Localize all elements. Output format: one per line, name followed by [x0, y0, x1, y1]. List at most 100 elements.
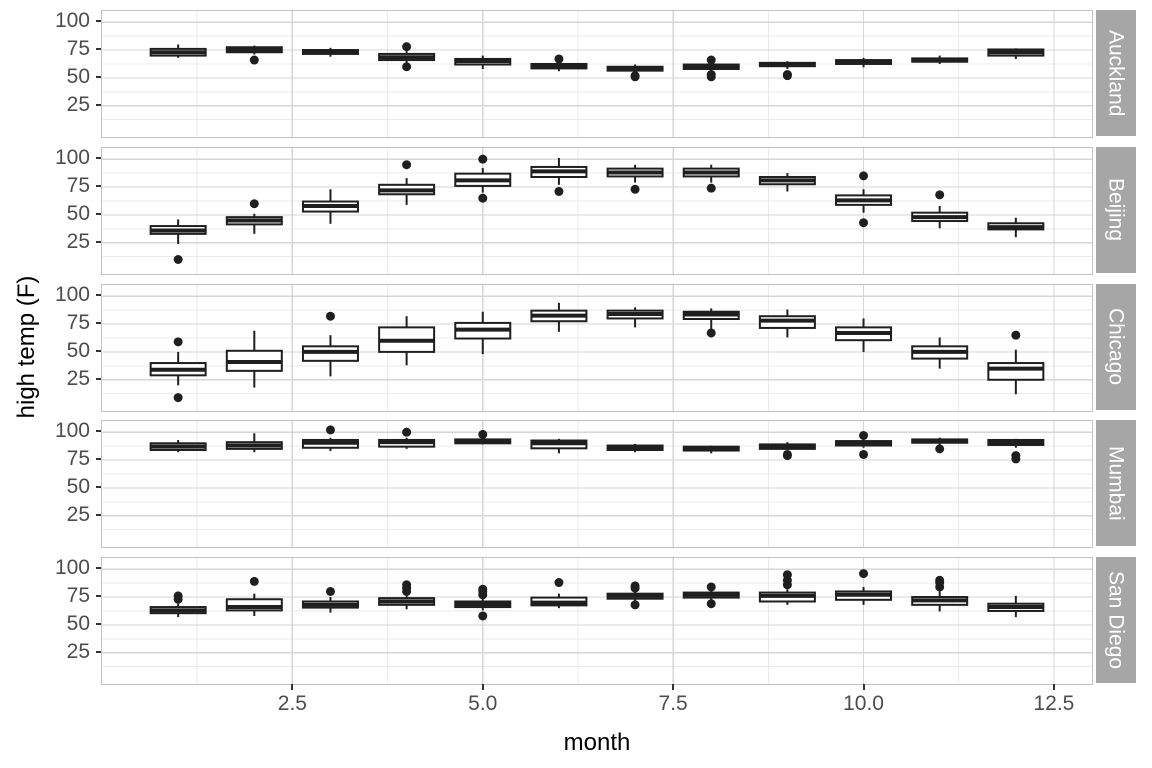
boxplot-mumbai-month-9 [758, 442, 816, 461]
boxplot-san-diego-month-11 [911, 575, 969, 612]
y-tick-mark [96, 20, 102, 23]
boxplot-beijing-month-11 [911, 190, 969, 229]
facet-panel-beijing [101, 147, 1093, 275]
y-tick-label: 50 [66, 338, 90, 362]
y-tick-mark [96, 349, 102, 352]
facet-strip-label: Chicago [1104, 308, 1128, 386]
boxplot-auckland-month-5 [454, 55, 512, 69]
y-tick-label: 25 [66, 92, 90, 116]
y-tick-mark [96, 157, 102, 160]
boxplot-auckland-month-3 [301, 47, 359, 57]
facet-row-mumbai: 100 75 50 25 Mumbai [0, 420, 1152, 548]
boxplot-beijing-month-7 [606, 164, 664, 194]
boxplot-auckland-month-8 [682, 55, 740, 82]
facet-strip-mumbai: Mumbai [1096, 420, 1136, 546]
boxplot-beijing-month-1 [149, 219, 207, 265]
boxplot-san-diego-month-9 [758, 570, 816, 605]
boxplot-beijing-month-8 [682, 164, 740, 193]
y-tick-label: 75 [66, 174, 90, 198]
boxplot-mumbai-month-7 [606, 443, 664, 453]
boxplot-san-diego-month-8 [682, 582, 740, 609]
facet-strip-beijing: Beijing [1096, 147, 1136, 273]
facet-panel-mumbai [101, 420, 1093, 548]
y-tick-label: 100 [54, 146, 90, 170]
y-tick-mark [96, 650, 102, 653]
x-tick-mark [1052, 684, 1055, 690]
facet-row-beijing: 100 75 50 25 Beijing [0, 146, 1152, 275]
boxplot-mumbai-month-4 [378, 427, 436, 449]
boxplot-chicago-month-10 [835, 318, 893, 352]
boxplot-mumbai-month-6 [530, 438, 588, 454]
boxplot-beijing-month-10 [835, 171, 893, 228]
boxplot-mumbai-month-8 [682, 445, 740, 454]
y-tick-mark [96, 595, 102, 598]
facet-strip-label: Mumbai [1104, 445, 1128, 521]
y-tick-label: 50 [66, 474, 90, 498]
x-tick-label: 2.5 [277, 692, 307, 715]
boxplot-san-diego-month-5 [454, 584, 512, 621]
boxplot-mumbai-month-3 [301, 425, 359, 452]
y-tick-mark [96, 322, 102, 325]
boxplot-auckland-month-10 [835, 57, 893, 68]
facet-panel-chicago [101, 284, 1093, 412]
boxplot-mumbai-month-10 [835, 430, 893, 459]
boxplot-chicago-month-2 [225, 330, 283, 388]
boxplot-beijing-month-12 [987, 217, 1045, 238]
boxplot-beijing-month-5 [454, 154, 512, 203]
y-tick-mark [96, 212, 102, 215]
y-tick-label: 75 [66, 311, 90, 335]
boxplot-mumbai-month-12 [987, 438, 1045, 464]
y-tick-mark [96, 377, 102, 380]
boxplot-chicago-month-7 [606, 307, 664, 328]
boxplot-san-diego-month-3 [301, 586, 359, 613]
x-tick-label: 7.5 [658, 692, 688, 715]
boxplot-auckland-month-12 [987, 48, 1045, 59]
y-tick-label: 100 [54, 9, 90, 33]
boxplot-chicago-month-9 [758, 309, 816, 338]
boxplot-beijing-month-6 [530, 158, 588, 196]
y-tick-mark [96, 185, 102, 188]
boxplot-san-diego-month-12 [987, 595, 1045, 618]
facet-row-chicago: 100 75 50 25 Chicago [0, 283, 1152, 412]
y-tick-mark [96, 294, 102, 297]
x-tick-mark [862, 684, 865, 690]
boxplot-san-diego-month-10 [835, 569, 893, 605]
y-tick-label: 100 [54, 283, 90, 307]
y-tick-mark [96, 430, 102, 433]
boxplot-san-diego-month-7 [606, 581, 664, 610]
boxplot-beijing-month-2 [225, 199, 283, 234]
y-tick-mark [96, 513, 102, 516]
facet-strip-chicago: Chicago [1096, 284, 1136, 410]
y-tick-mark [96, 240, 102, 243]
facet-row-san-diego: 100 75 50 25 San Diego [0, 557, 1152, 685]
boxplot-chicago-month-3 [301, 311, 359, 377]
y-tick-label: 75 [66, 584, 90, 608]
boxplot-san-diego-month-2 [225, 576, 283, 616]
y-tick-label: 50 [66, 201, 90, 225]
x-axis-title: month [563, 729, 631, 756]
x-tick-label: 10.0 [843, 692, 884, 715]
boxplot-auckland-month-9 [758, 61, 816, 81]
boxplot-mumbai-month-5 [454, 429, 512, 445]
facet-strip-label: Beijing [1104, 178, 1128, 242]
facet-row-auckland: 100 75 50 25 Auckland [0, 9, 1152, 138]
y-tick-label: 75 [66, 447, 90, 471]
boxplot-mumbai-month-11 [911, 437, 969, 454]
boxplot-beijing-month-3 [301, 189, 359, 224]
y-tick-mark [96, 103, 102, 106]
boxplot-chicago-month-11 [911, 337, 969, 369]
boxplot-auckland-month-2 [225, 45, 283, 65]
boxplot-chicago-month-5 [454, 311, 512, 355]
boxplot-san-diego-month-6 [530, 578, 588, 609]
boxplot-auckland-month-6 [530, 54, 588, 72]
x-tick-mark [672, 684, 675, 690]
y-tick-mark [96, 458, 102, 461]
facet-strip-label: Auckland [1104, 29, 1128, 117]
boxplot-chicago-month-4 [378, 316, 436, 366]
y-tick-label: 25 [66, 639, 90, 663]
x-tick-mark [291, 684, 294, 690]
y-tick-label: 25 [66, 229, 90, 253]
boxplot-chicago-month-8 [682, 308, 740, 338]
boxplot-beijing-month-9 [758, 173, 816, 192]
